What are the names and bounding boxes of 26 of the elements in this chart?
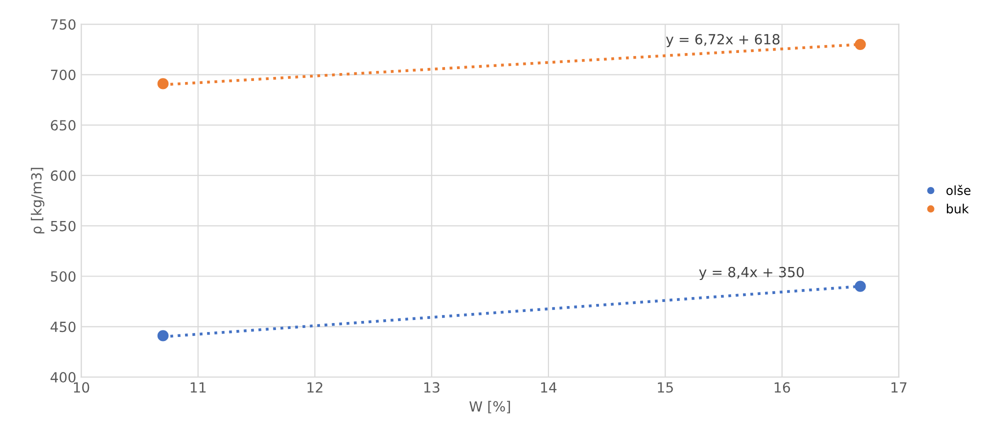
y-tick-label: 700 [51,70,76,80]
point [854,38,866,50]
x-tick-label: 13 [424,382,440,393]
annotation: y = 8,4x + 350 [699,266,804,280]
x-tick-label: 17 [892,382,906,392]
x-tick-label: 10 [74,382,90,393]
y-tick-label: 550 [50,220,76,232]
y-tick-label: 750 [51,19,76,30]
y-tick-label: 650 [50,120,76,131]
point [157,78,169,90]
y-tick-label: 500 [50,271,76,282]
x-tick-label: 12 [308,382,322,392]
y-tick-label: 450 [50,322,76,332]
x-tick-label: 11 [190,382,206,392]
point [157,330,169,342]
x-axis-title: W [%] [469,400,510,414]
x-tick-label: 16 [774,382,790,393]
legend-label: olše [946,184,970,196]
y-tick-label: 600 [50,170,76,181]
x-tick-label: 15 [658,382,673,393]
y-tick-label: 400 [50,372,76,383]
legend-label: buk [946,204,969,214]
y-axis-title: ρ [kg/m3] [30,168,44,234]
point [854,280,866,292]
annotation: y = 6,72x + 618 [666,34,780,48]
x-tick-label: 14 [541,382,557,392]
